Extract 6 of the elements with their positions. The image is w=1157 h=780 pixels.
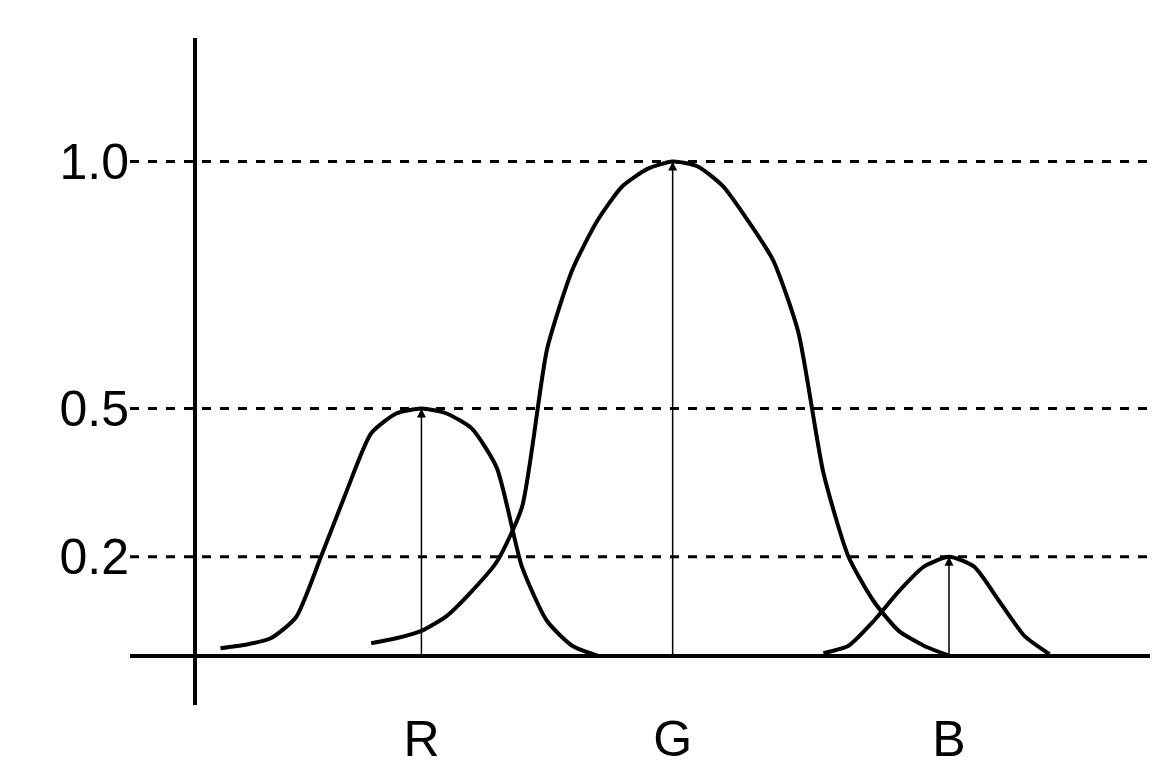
x-tick-label: B	[932, 711, 966, 767]
x-tick-label: R	[403, 711, 440, 767]
y-tick-label: 1.0	[59, 134, 129, 191]
x-tick-label: G	[653, 711, 693, 767]
y-tick-label: 0.2	[59, 529, 129, 586]
y-tick-label: 0.5	[59, 381, 129, 438]
